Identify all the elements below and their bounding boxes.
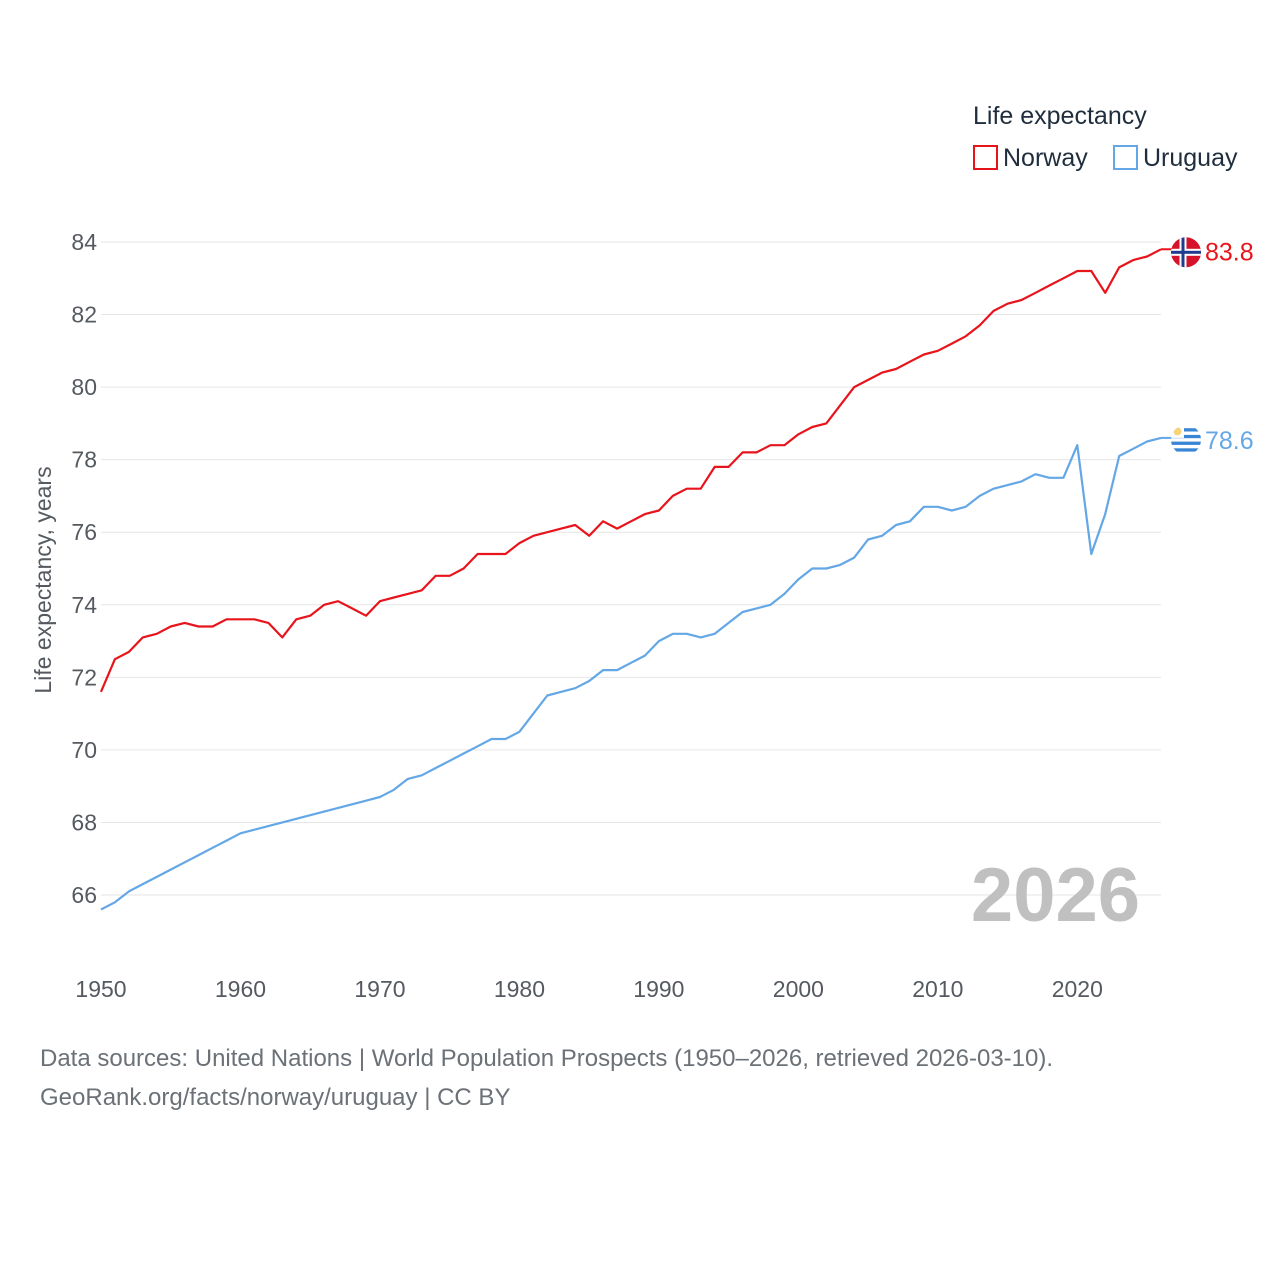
x-tick-label: 2000 bbox=[773, 976, 824, 1002]
y-tick-label: 76 bbox=[71, 519, 97, 545]
series-lines bbox=[99, 248, 1172, 911]
y-tick-label: 74 bbox=[71, 592, 97, 618]
x-tick-label: 1970 bbox=[354, 976, 405, 1002]
series-line-uruguay[interactable] bbox=[100, 436, 1162, 911]
y-tick-label: 84 bbox=[71, 229, 97, 255]
uruguay-end-value: 78.6 bbox=[1205, 427, 1254, 455]
y-tick-label: 70 bbox=[71, 737, 97, 763]
x-tick-label: 2010 bbox=[912, 976, 963, 1002]
legend-swatch-uruguay[interactable] bbox=[1113, 145, 1138, 170]
uruguay-flag-icon bbox=[1171, 424, 1201, 455]
y-tick-label: 72 bbox=[71, 664, 97, 690]
gridlines bbox=[101, 241, 1161, 896]
norway-end-value: 83.8 bbox=[1205, 238, 1254, 266]
y-axis-label: Life expectancy, years bbox=[30, 466, 56, 693]
norway-flag-icon bbox=[1171, 237, 1201, 268]
legend-label-norway[interactable]: Norway bbox=[1003, 144, 1088, 172]
x-tick-label: 1960 bbox=[215, 976, 266, 1002]
footer-source: Data sources: United Nations | World Pop… bbox=[40, 1045, 1054, 1072]
x-axis-ticks: 1950 1960 1970 1980 1990 2000 2010 2020 bbox=[75, 976, 1102, 1002]
x-tick-label: 1980 bbox=[494, 976, 545, 1002]
legend-label-uruguay[interactable]: Uruguay bbox=[1143, 144, 1238, 172]
x-tick-label: 2020 bbox=[1052, 976, 1103, 1002]
y-tick-label: 80 bbox=[71, 374, 97, 400]
x-tick-label: 1950 bbox=[75, 976, 126, 1002]
y-axis-ticks: 66 68 70 72 74 76 78 80 82 84 bbox=[71, 229, 97, 908]
series-line-norway[interactable] bbox=[99, 248, 1162, 693]
footer-link[interactable]: GeoRank.org/facts/norway/uruguay | CC BY bbox=[40, 1084, 511, 1111]
legend-title: Life expectancy bbox=[973, 102, 1147, 130]
y-tick-label: 78 bbox=[71, 447, 97, 473]
y-tick-label: 68 bbox=[71, 809, 97, 835]
x-tick-label: 1990 bbox=[633, 976, 684, 1002]
legend-swatch-norway[interactable] bbox=[973, 145, 998, 170]
y-tick-label: 66 bbox=[71, 882, 97, 908]
legend: Life expectancy Norway Uruguay bbox=[973, 102, 1238, 172]
year-label: 2026 bbox=[971, 853, 1140, 938]
y-tick-label: 82 bbox=[71, 302, 97, 328]
